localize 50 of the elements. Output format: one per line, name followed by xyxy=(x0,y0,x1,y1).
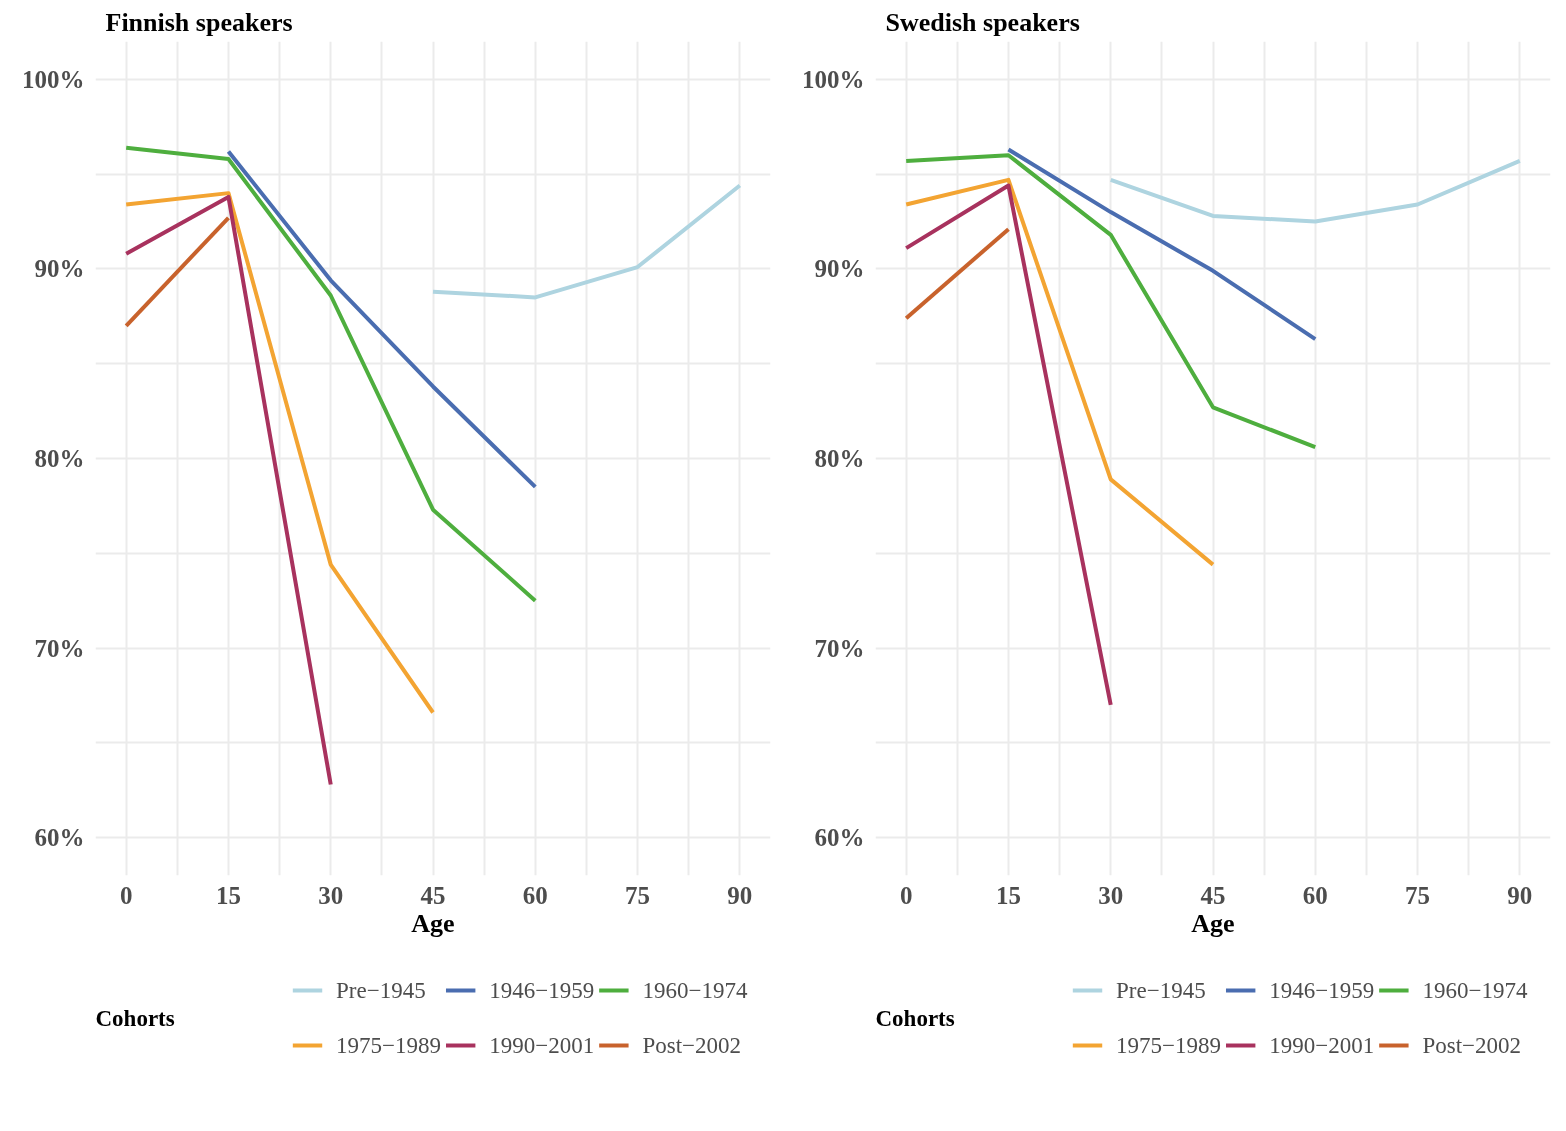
y-tick-label: 60% xyxy=(34,824,85,852)
legend-label: 1990−2001 xyxy=(1269,1033,1375,1058)
legend-title: Cohorts xyxy=(875,1005,955,1031)
chart-title: Finnish speakers xyxy=(105,7,293,37)
legend-label: Post−2002 xyxy=(1422,1033,1522,1058)
legend-label: 1975−1989 xyxy=(1116,1033,1222,1058)
legend-label: 1990−2001 xyxy=(489,1033,595,1058)
y-tick-label: 90% xyxy=(814,255,865,283)
legend-label: 1975−1989 xyxy=(336,1033,442,1058)
line-series xyxy=(1006,147,1318,342)
line-series xyxy=(431,183,742,300)
x-axis-title: Age xyxy=(411,908,455,938)
x-tick-label: 60 xyxy=(522,881,548,909)
legend-label: Post−2002 xyxy=(642,1033,742,1058)
legend-label: 1960−1974 xyxy=(1422,978,1528,1003)
x-tick-label: 45 xyxy=(420,881,446,909)
legend-label: 1960−1974 xyxy=(642,978,748,1003)
x-tick-label: 45 xyxy=(1200,881,1226,909)
x-tick-label: 90 xyxy=(727,881,753,909)
y-tick-label: 60% xyxy=(814,824,865,852)
x-tick-label: 15 xyxy=(215,881,241,909)
y-tick-label: 90% xyxy=(34,255,85,283)
x-tick-label: 30 xyxy=(318,881,344,909)
x-tick-label: 0 xyxy=(119,881,133,909)
legend-label: Pre−1945 xyxy=(1116,978,1206,1003)
line-series xyxy=(904,153,1318,450)
legend-title: Cohorts xyxy=(95,1005,175,1031)
legend-label: Pre−1945 xyxy=(336,978,426,1003)
y-tick-label: 70% xyxy=(34,634,85,662)
y-tick-label: 80% xyxy=(814,445,865,472)
legend-label: 1946−1959 xyxy=(489,978,595,1003)
x-tick-label: 60 xyxy=(1302,881,1328,909)
y-tick-label: 80% xyxy=(34,445,85,472)
y-tick-label: 70% xyxy=(814,634,865,662)
line-series xyxy=(124,145,538,603)
line-series xyxy=(226,149,538,489)
y-tick-label: 100% xyxy=(22,65,85,93)
chart-title: Swedish speakers xyxy=(885,7,1080,37)
line-series xyxy=(1108,158,1522,224)
x-tick-label: 90 xyxy=(1507,881,1533,909)
x-axis-title: Age xyxy=(1191,908,1235,938)
y-tick-label: 100% xyxy=(802,65,865,93)
x-tick-label: 15 xyxy=(995,881,1021,909)
line-series xyxy=(124,191,435,715)
legend-label: 1946−1959 xyxy=(1269,978,1375,1003)
line-series xyxy=(904,177,1215,567)
x-tick-label: 75 xyxy=(1405,881,1431,909)
x-tick-label: 0 xyxy=(899,881,913,909)
x-tick-label: 30 xyxy=(1098,881,1124,909)
x-tick-label: 75 xyxy=(625,881,651,909)
